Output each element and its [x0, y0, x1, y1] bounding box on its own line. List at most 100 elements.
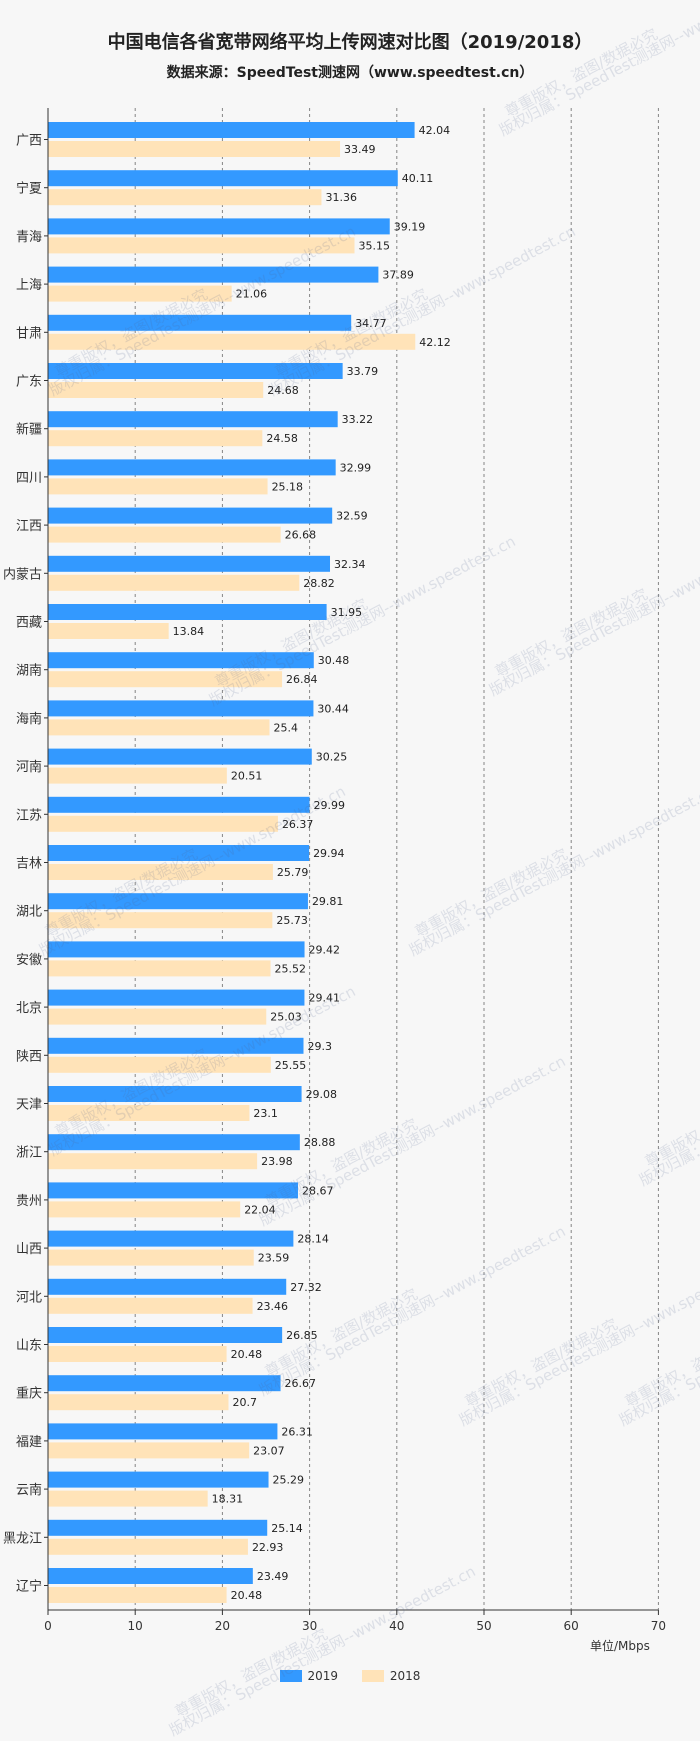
bar-2018-山东	[48, 1346, 227, 1362]
value-label-2019-甘肃: 34.77	[355, 317, 387, 330]
bar-2019-河南	[48, 748, 312, 765]
x-tick-label-30: 30	[302, 1619, 317, 1633]
bar-2018-湖北	[48, 912, 273, 929]
bar-2018-浙江	[48, 1153, 258, 1170]
value-label-2019-云南: 25.29	[273, 1474, 305, 1487]
x-tick-label-0: 0	[44, 1619, 52, 1633]
bar-2019-湖南	[48, 652, 314, 669]
bar-2019-青海	[48, 218, 390, 235]
bar-2018-西藏	[48, 623, 169, 639]
value-label-2018-云南: 18.31	[212, 1493, 244, 1506]
value-label-2018-吉林: 25.79	[277, 866, 309, 879]
value-label-2018-安徽: 25.52	[275, 962, 307, 975]
chart-subtitle: 数据来源：SpeedTest测速网（www.speedtest.cn）	[166, 65, 534, 81]
category-label-北京: 北京	[16, 1001, 42, 1016]
bar-2018-辽宁	[48, 1587, 227, 1603]
bar-2019-辽宁	[48, 1568, 253, 1584]
bar-2019-江西	[48, 507, 333, 524]
value-label-2018-上海: 21.06	[236, 288, 267, 301]
value-label-2018-广东: 24.68	[267, 384, 299, 397]
value-label-2018-湖北: 25.73	[276, 914, 308, 927]
bar-2019-湖北	[48, 893, 308, 910]
bar-2018-北京	[48, 1008, 267, 1025]
category-label-青海: 青海	[16, 230, 42, 245]
value-label-2019-西藏: 31.95	[331, 606, 363, 619]
value-label-2019-湖北: 29.81	[312, 895, 344, 908]
unit-label: 单位/Mbps	[590, 1639, 650, 1653]
value-label-2019-重庆: 26.67	[285, 1377, 317, 1390]
legend-item-2019[interactable]: 2019	[279, 1669, 338, 1683]
bar-2019-重庆	[48, 1375, 281, 1392]
value-label-2019-四川: 32.99	[340, 461, 372, 474]
value-label-2019-广东: 33.79	[347, 365, 379, 378]
value-label-2018-山西: 23.59	[258, 1252, 290, 1265]
bar-2019-新疆	[48, 411, 338, 428]
value-label-2019-江西: 32.59	[336, 510, 368, 523]
value-label-2019-吉林: 29.94	[313, 847, 345, 860]
value-label-2018-宁夏: 31.36	[325, 191, 357, 204]
category-label-河南: 河南	[16, 759, 42, 775]
category-label-安徽: 安徽	[16, 953, 42, 968]
bar-2019-宁夏	[48, 170, 398, 187]
legend-item-2018[interactable]: 2018	[361, 1668, 421, 1683]
value-label-2019-广西: 42.04	[419, 124, 451, 137]
value-label-2019-上海: 37.89	[382, 269, 414, 282]
bar-2019-山西	[48, 1230, 294, 1247]
bar-2019-安徽	[48, 941, 305, 958]
category-label-宁夏: 宁夏	[16, 181, 42, 197]
bar-2018-宁夏	[48, 189, 322, 206]
value-label-2019-江苏: 29.99	[314, 799, 346, 812]
category-label-贵州: 贵州	[16, 1194, 42, 1209]
category-label-陕西: 陕西	[16, 1049, 42, 1064]
value-label-2018-青海: 35.15	[359, 239, 391, 252]
category-label-湖北: 湖北	[16, 905, 42, 920]
category-label-吉林: 吉林	[16, 857, 42, 872]
category-label-重庆: 重庆	[16, 1386, 42, 1402]
value-label-2018-福建: 23.07	[253, 1444, 285, 1457]
category-label-上海: 上海	[16, 278, 42, 293]
value-label-2018-广西: 33.49	[344, 143, 376, 156]
value-label-2018-河北: 23.46	[257, 1300, 289, 1313]
bar-2018-上海	[48, 285, 232, 302]
category-label-新疆: 新疆	[16, 422, 42, 438]
category-label-河北: 河北	[16, 1290, 42, 1305]
bar-2018-甘肃	[48, 333, 416, 350]
bar-2019-上海	[48, 266, 379, 283]
legend-swatch-2019	[279, 1670, 302, 1682]
bar-2019-广西	[48, 122, 415, 138]
bar-2018-福建	[48, 1442, 250, 1459]
value-label-2018-海南: 25.4	[273, 721, 298, 734]
category-label-浙江: 浙江	[16, 1146, 42, 1161]
value-label-2018-天津: 23.1	[253, 1107, 278, 1120]
category-label-天津: 天津	[16, 1098, 42, 1113]
legend: 2019 2018	[0, 1668, 700, 1683]
bar-2019-贵州	[48, 1182, 299, 1199]
value-label-2018-重庆: 20.7	[233, 1396, 258, 1409]
bar-2019-河北	[48, 1278, 287, 1295]
category-label-辽宁: 辽宁	[16, 1579, 42, 1595]
category-label-西藏: 西藏	[16, 616, 42, 631]
x-tick-label-70: 70	[651, 1619, 666, 1633]
value-label-2019-浙江: 28.88	[304, 1136, 336, 1149]
value-label-2019-海南: 30.44	[317, 702, 349, 715]
category-label-山西: 山西	[16, 1242, 42, 1257]
bar-2018-云南	[48, 1490, 208, 1507]
category-label-江苏: 江苏	[16, 807, 42, 823]
value-label-2019-山东: 26.85	[286, 1329, 318, 1342]
bar-2019-天津	[48, 1086, 302, 1102]
bar-2018-青海	[48, 237, 355, 254]
legend-label-2018: 2018	[389, 1668, 421, 1683]
value-label-2019-天津: 29.08	[306, 1088, 338, 1101]
bar-2018-天津	[48, 1105, 250, 1121]
bar-2018-江西	[48, 526, 281, 543]
x-tick-label-20: 20	[215, 1619, 230, 1633]
bar-2018-四川	[48, 478, 268, 495]
bar-2018-广东	[48, 382, 264, 398]
bars	[48, 122, 416, 1603]
value-label-2018-浙江: 23.98	[261, 1155, 293, 1168]
bar-2019-海南	[48, 700, 314, 717]
bar-2019-广东	[48, 363, 343, 379]
value-label-2019-内蒙古: 32.34	[334, 558, 366, 571]
